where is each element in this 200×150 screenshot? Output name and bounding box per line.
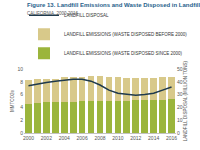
- svg-text:2: 2: [20, 117, 23, 123]
- svg-text:30: 30: [177, 91, 183, 97]
- svg-text:LANDFILL DISPOSAL: LANDFILL DISPOSAL: [64, 13, 109, 18]
- svg-text:20: 20: [177, 104, 183, 110]
- svg-text:LANDFILL DISPOSAL (MILLION TON: LANDFILL DISPOSAL (MILLION TONS): [183, 60, 188, 141]
- svg-text:2014: 2014: [148, 135, 159, 141]
- svg-text:10: 10: [17, 66, 23, 72]
- svg-text:0: 0: [177, 130, 180, 136]
- svg-text:2012: 2012: [130, 135, 141, 141]
- svg-text:2016: 2016: [166, 135, 177, 141]
- svg-text:2010: 2010: [112, 135, 123, 141]
- svg-text:6: 6: [20, 91, 23, 97]
- svg-text:2000: 2000: [23, 135, 34, 141]
- svg-text:MMTCO2e: MMTCO2e: [10, 90, 15, 112]
- svg-text:LANDFILL EMISSIONS (WASTE DISP: LANDFILL EMISSIONS (WASTE DISPOSED SINCE…: [64, 51, 182, 56]
- svg-text:2002: 2002: [41, 135, 52, 141]
- svg-text:2008: 2008: [94, 135, 105, 141]
- svg-text:0: 0: [20, 130, 23, 136]
- svg-text:40: 40: [177, 79, 183, 85]
- svg-text:4: 4: [20, 104, 23, 110]
- svg-text:LANDFILL EMISSIONS (WASTE DISP: LANDFILL EMISSIONS (WASTE DISPOSED BEFOR…: [64, 32, 187, 37]
- svg-text:50: 50: [177, 66, 183, 72]
- svg-text:2006: 2006: [77, 135, 88, 141]
- svg-text:10: 10: [177, 117, 183, 123]
- svg-text:2004: 2004: [59, 135, 70, 141]
- svg-text:8: 8: [20, 79, 23, 85]
- svg-text:Figure 13. Landfill Emissions: Figure 13. Landfill Emissions and Waste …: [27, 2, 200, 16]
